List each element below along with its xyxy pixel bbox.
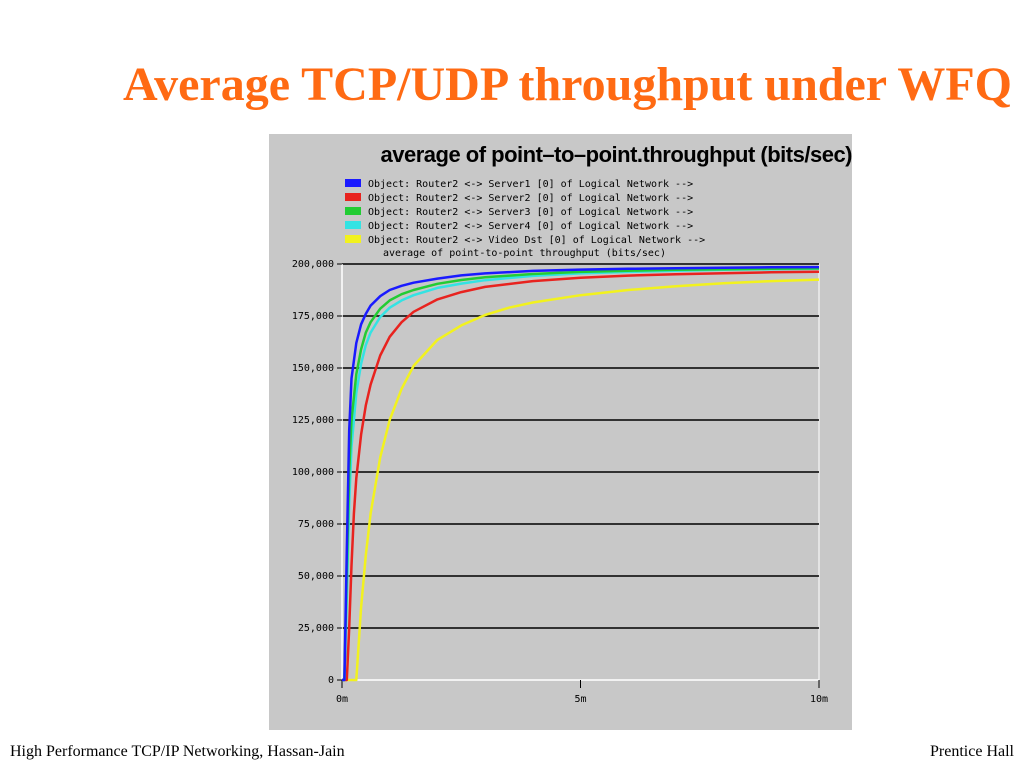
legend-label-video-dst: Object: Router2 <-> Video Dst [0] of Log… (368, 235, 706, 246)
chart-legend: Object: Router2 <-> Server1 [0] of Logic… (345, 178, 845, 248)
series-line-4 (342, 267, 820, 682)
legend-label-server3: Object: Router2 <-> Server3 [0] of Logic… (368, 207, 694, 218)
series-line-5 (342, 278, 820, 682)
y-tick-label: 175,000 (292, 311, 334, 322)
y-tick-label: 25,000 (298, 623, 334, 634)
footer-publisher: Prentice Hall (930, 743, 1014, 760)
y-tick-label: 0 (328, 675, 334, 686)
chart-panel: average of point–to–point.throughput (bi… (269, 134, 852, 730)
plot-subtitle: average of point-to-point throughput (bi… (383, 248, 666, 259)
legend-item-server2: Object: Router2 <-> Server2 [0] of Logic… (345, 192, 845, 206)
legend-item-video-dst: Object: Router2 <-> Video Dst [0] of Log… (345, 234, 845, 248)
legend-swatch-server1 (345, 179, 361, 187)
legend-swatch-server2 (345, 193, 361, 201)
x-tick-label: 5m (574, 694, 586, 705)
legend-item-server3: Object: Router2 <-> Server3 [0] of Logic… (345, 206, 845, 220)
y-tick-label: 125,000 (292, 415, 334, 426)
legend-swatch-server3 (345, 207, 361, 215)
series-line-1 (342, 265, 820, 682)
x-tick-label: 0m (336, 694, 348, 705)
y-tick-label: 200,000 (292, 259, 334, 270)
footer-credit: High Performance TCP/IP Networking, Hass… (10, 743, 345, 760)
grid-lines (342, 263, 819, 629)
legend-swatch-video-dst (345, 235, 361, 243)
x-tick-label: 10m (810, 694, 828, 705)
series-lines (342, 265, 820, 682)
legend-item-server4: Object: Router2 <-> Server4 [0] of Logic… (345, 220, 845, 234)
series-line-2 (342, 270, 820, 682)
y-tick-label: 100,000 (292, 467, 334, 478)
series-line-3 (342, 267, 820, 682)
x-axis-ticks: 0m 5m 10m (336, 680, 828, 705)
legend-swatch-server4 (345, 221, 361, 229)
y-tick-label: 150,000 (292, 363, 334, 374)
y-tick-label: 50,000 (298, 571, 334, 582)
y-axis-ticks: 0 25,000 50,000 75,000 100,000 125,000 150,000… (292, 259, 342, 686)
legend-label-server4: Object: Router2 <-> Server4 [0] of Logic… (368, 221, 694, 232)
legend-label-server1: Object: Router2 <-> Server1 [0] of Logic… (368, 179, 694, 190)
chart-title: average of point–to–point.throughput (bi… (380, 142, 853, 167)
legend-item-server1: Object: Router2 <-> Server1 [0] of Logic… (345, 178, 845, 192)
slide-title: Average TCP/UDP throughput under WFQ (123, 58, 1012, 111)
y-tick-label: 75,000 (298, 519, 334, 530)
line-chart: 0 25,000 50,000 75,000 100,000 125,000 150,000… (292, 259, 828, 705)
legend-label-server2: Object: Router2 <-> Server2 [0] of Logic… (368, 193, 694, 204)
